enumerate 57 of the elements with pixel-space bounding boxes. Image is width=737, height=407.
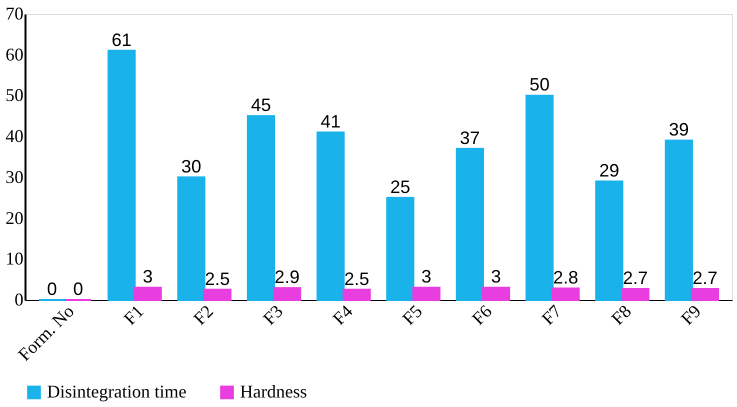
bar <box>595 180 624 301</box>
y-tick-label: 0 <box>14 290 24 310</box>
y-tick-label: 50 <box>6 85 24 106</box>
x-tick-label: F6 <box>468 301 496 329</box>
legend-label: Hardness <box>240 381 307 402</box>
y-tick-label: 70 <box>6 4 24 24</box>
x-tick-label: F5 <box>398 301 426 329</box>
data-label: 39 <box>668 120 689 140</box>
x-tick-label: F9 <box>677 301 705 329</box>
data-label: 0 <box>46 279 57 299</box>
data-label: 50 <box>530 74 550 95</box>
data-label: 3 <box>421 266 432 287</box>
data-label: 30 <box>181 156 202 176</box>
data-label: 2.7 <box>692 268 718 288</box>
data-label: 3 <box>142 266 153 287</box>
bar <box>621 288 650 301</box>
legend-label: Disintegration time <box>47 381 186 402</box>
x-tick-label: F8 <box>607 301 636 329</box>
data-label: 29 <box>599 160 620 181</box>
data-label: 0 <box>73 279 84 299</box>
bar <box>273 287 302 301</box>
bar <box>690 288 720 301</box>
bar <box>664 140 693 301</box>
y-tick-label: 40 <box>6 126 24 146</box>
y-tick-label: 20 <box>6 208 24 228</box>
x-tick-label: F2 <box>190 301 218 329</box>
y-tick-label: 60 <box>6 44 24 64</box>
data-label: 2.5 <box>344 268 370 289</box>
data-label: 2.7 <box>622 268 648 288</box>
data-label: 2.5 <box>204 268 230 289</box>
x-tick-label: F3 <box>259 301 287 329</box>
bar <box>386 196 414 301</box>
data-label: 3 <box>491 266 502 287</box>
data-label: 41 <box>320 111 341 132</box>
bar <box>342 288 371 301</box>
bar <box>246 115 276 301</box>
data-label: 61 <box>112 30 132 50</box>
bar <box>108 50 136 301</box>
data-label: 45 <box>250 95 271 116</box>
bar <box>552 288 580 301</box>
x-tick-label: F7 <box>538 301 566 329</box>
bar <box>316 131 345 301</box>
y-tick-label: 30 <box>6 166 24 187</box>
x-tick-label: F4 <box>328 301 356 329</box>
bar <box>412 286 440 301</box>
data-label: 37 <box>460 128 480 148</box>
bar <box>177 176 206 301</box>
data-label: 2.8 <box>553 268 578 288</box>
bar <box>456 148 484 301</box>
data-label: 25 <box>390 176 410 197</box>
bar <box>203 288 232 301</box>
bar <box>134 286 162 301</box>
x-tick-label: F1 <box>120 301 148 329</box>
bar <box>526 94 554 301</box>
data-label: 2.9 <box>274 267 300 288</box>
bar <box>482 286 510 301</box>
y-tick-label: 10 <box>6 248 24 269</box>
